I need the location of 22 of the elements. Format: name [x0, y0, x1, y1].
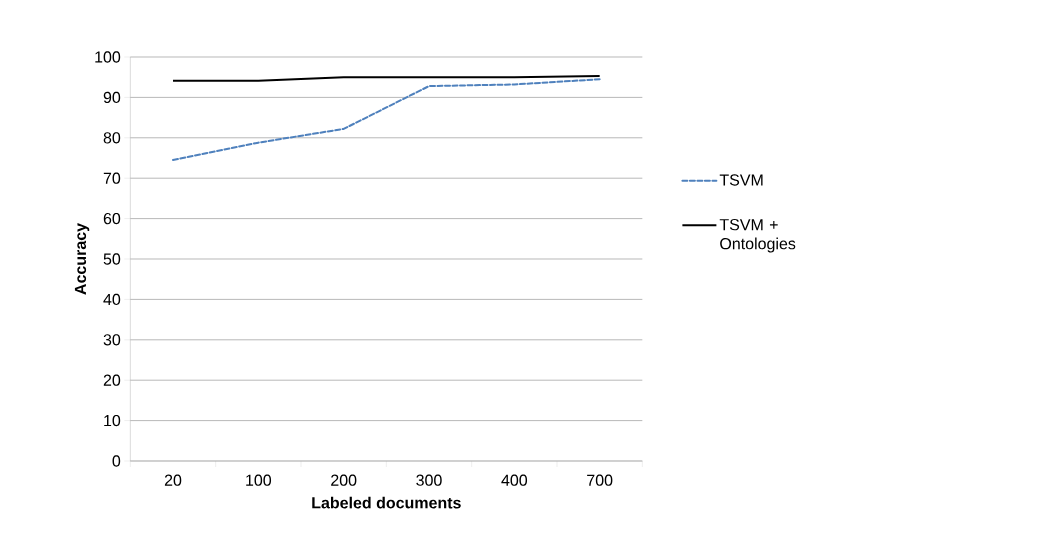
x-tick-label: 300	[416, 474, 442, 486]
y-tick-label: 100	[95, 51, 121, 63]
y-tick-label: 50	[103, 253, 121, 265]
y-tick-label: 30	[103, 334, 121, 346]
x-axis-title: Labeled documents	[312, 496, 461, 509]
y-tick-label: 90	[103, 91, 121, 104]
y-tick-label: 60	[103, 212, 121, 225]
y-axis-title: Accuracy	[74, 223, 90, 295]
x-tick-label: 700	[587, 474, 613, 486]
line-series	[172, 78, 601, 162]
x-tick-label: 400	[501, 474, 528, 486]
y-tick-label: 0	[112, 455, 121, 467]
legend-label: TSVM + Ontologies	[719, 218, 796, 253]
y-tick-label: 70	[103, 172, 121, 184]
legend-label: TSVM	[719, 174, 763, 186]
y-tick-label: 40	[103, 293, 121, 306]
x-tick-label: 20	[164, 474, 182, 486]
y-tick-label: 20	[103, 374, 121, 386]
y-tick-label: 80	[103, 132, 121, 144]
x-tick-label: 200	[331, 474, 357, 486]
x-tick-label: 100	[246, 474, 272, 486]
y-tick-label: 10	[104, 414, 121, 427]
